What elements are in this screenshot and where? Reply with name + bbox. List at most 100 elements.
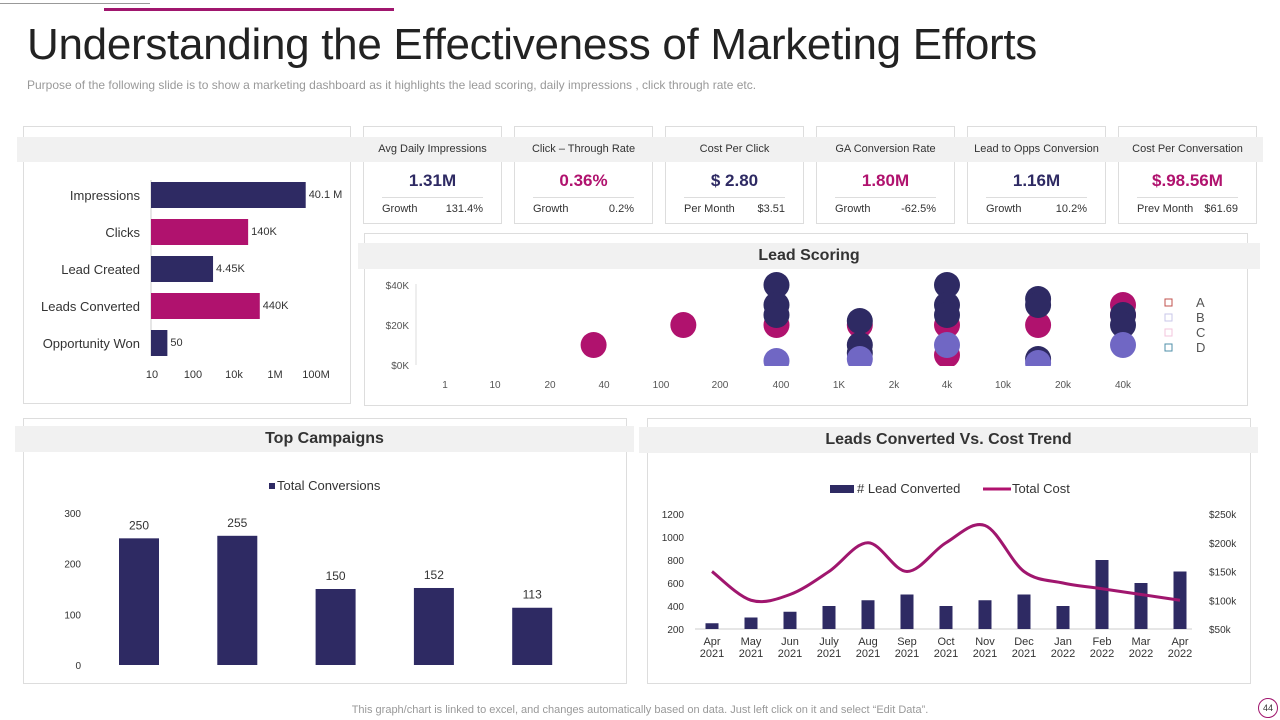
lead-bar [705, 623, 719, 629]
x-tick-label: 20 [544, 380, 556, 391]
y2-tick-label: $100k [1209, 596, 1237, 607]
x-tick-year: 2021 [778, 648, 802, 660]
x-tick-label: 200 [712, 380, 729, 391]
y-tick-label: $20K [386, 321, 410, 332]
x-tick-month: July [819, 636, 839, 648]
kpi-title: GA Conversion Rate [810, 137, 961, 162]
campaign-bar [315, 589, 356, 665]
bar-value-label: 4.45K [216, 263, 245, 275]
data-point [934, 272, 960, 298]
funnel-chart[interactable]: Impressions 40.1 M Clicks 140K Lead Created 4… [23, 170, 351, 390]
y2-tick-label: $50k [1209, 625, 1232, 636]
kpi-title: Lead to Opps Conversion [961, 137, 1112, 162]
kpi-value: $.98.56M [1152, 171, 1223, 190]
legend-swatch [1164, 343, 1173, 352]
funnel-bar [151, 330, 168, 356]
lead-bar [1017, 594, 1031, 629]
x-tick-month: Jan [1054, 636, 1072, 648]
data-point [763, 302, 790, 328]
kpi-foot-value: 10.2% [1055, 203, 1087, 215]
kpi-title: Cost Per Click [659, 137, 810, 162]
funnel-bar [151, 256, 214, 282]
kpi-divider [1137, 197, 1238, 198]
kpi-foot-label: Growth [533, 203, 569, 215]
kpi-title: Cost Per Conversation [1112, 137, 1263, 162]
lead-bar [939, 606, 953, 629]
data-point [1110, 332, 1136, 358]
x-tick-label: 10k [995, 380, 1012, 391]
x-tick-month: Sep [897, 636, 917, 648]
bar-value-label: 113 [523, 588, 542, 602]
x-tick-label: 400 [773, 380, 790, 391]
x-tick-year: 2022 [1168, 648, 1192, 660]
x-tick-label: 40k [1115, 380, 1132, 391]
y-tick-label: 200 [667, 625, 684, 636]
lead-bar [978, 600, 992, 629]
x-tick-month: Mar [1132, 636, 1151, 648]
x-tick-year: 2021 [973, 648, 997, 660]
kpi-foot-label: Growth [986, 203, 1022, 215]
data-point [846, 308, 873, 334]
legend-swatch [1164, 298, 1173, 307]
lead-scoring-chart[interactable]: $0K $20K $40K 1 10 20 40 100 200 400 1K 2k 4k 10k 20k 4… [364, 270, 1248, 400]
kpi-divider [533, 197, 634, 198]
y2-tick-label: $200k [1209, 539, 1237, 550]
data-point [846, 346, 873, 366]
x-tick-label: 10 [489, 380, 501, 391]
leads-cost-title: Leads Converted Vs. Cost Trend [639, 427, 1258, 453]
kpi-divider [382, 197, 483, 198]
bar-value-label: 152 [424, 568, 444, 582]
page-subtitle: Purpose of the following slide is to sho… [27, 78, 757, 92]
bar-value-label: 50 [170, 337, 182, 349]
y-tick-label: 800 [667, 556, 684, 567]
x-tick-year: 2021 [856, 648, 880, 660]
x-tick-label: 10k [225, 369, 243, 381]
x-tick-label: 100 [653, 380, 670, 391]
lead-bar [900, 594, 914, 629]
kpi-title: Click – Through Rate [508, 137, 659, 162]
total-cost-line [711, 523, 1181, 604]
legend-swatch [269, 483, 275, 489]
x-tick-label: 4k [942, 380, 954, 391]
bar-value-label: 150 [326, 569, 346, 583]
bar-value-label: 40.1 M [309, 189, 343, 201]
category-label: Leads Converted [41, 299, 140, 314]
bar-value-label: 440K [263, 300, 289, 312]
kpi-divider [835, 197, 936, 198]
x-tick-month: Dec [1014, 636, 1034, 648]
y-tick-label: 100 [64, 610, 81, 621]
legend-label: D [1196, 340, 1205, 355]
bar-value-label: 250 [129, 518, 149, 532]
kpi-foot-label: Growth [382, 203, 418, 215]
x-tick-year: 2022 [1129, 648, 1153, 660]
top-campaigns-chart[interactable]: Total Conversions 0 100 200 300 250 255 150 152 1… [23, 460, 627, 680]
kpi-divider [986, 197, 1087, 198]
kpi-foot-label: Growth [835, 203, 871, 215]
legend-swatch [1164, 328, 1173, 337]
x-tick-year: 2021 [895, 648, 919, 660]
data-point [1025, 292, 1052, 318]
kpi-divider [684, 197, 785, 198]
leads-cost-panel [647, 418, 1251, 684]
x-tick-month: Oct [937, 636, 954, 648]
kpi-foot-value: $3.51 [757, 203, 785, 215]
funnel-bar [151, 219, 249, 245]
x-tick-month: Jun [781, 636, 799, 648]
kpi-foot-label: Per Month [684, 203, 735, 215]
kpi-value: 1.31M [408, 171, 457, 190]
y-tick-label: 400 [667, 602, 684, 613]
lead-bar [744, 617, 758, 629]
x-tick-month: Apr [1171, 636, 1188, 648]
x-tick-year: 2021 [1012, 648, 1036, 660]
campaign-bar [413, 587, 454, 665]
leads-cost-chart[interactable]: # Lead Converted Total Cost 200 400 600 800 10… [647, 460, 1251, 682]
category-label: Opportunity Won [43, 336, 140, 351]
x-tick-label: 100M [302, 369, 330, 381]
kpi-value: 1.16M [1012, 171, 1061, 190]
x-tick-label: 2k [889, 380, 901, 391]
x-tick-label: 20k [1055, 380, 1072, 391]
kpi-foot-value: $61.69 [1204, 203, 1238, 215]
campaign-bar [119, 538, 159, 665]
x-tick-label: 1K [833, 380, 846, 391]
legend-label: Total Cost [1012, 481, 1070, 496]
